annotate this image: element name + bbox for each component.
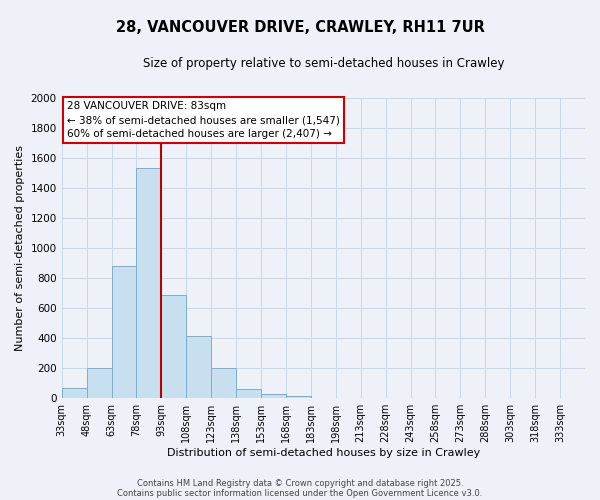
Bar <box>211 368 236 398</box>
Bar <box>62 388 86 398</box>
Text: 28, VANCOUVER DRIVE, CRAWLEY, RH11 7UR: 28, VANCOUVER DRIVE, CRAWLEY, RH11 7UR <box>116 20 484 35</box>
Bar <box>261 394 286 398</box>
Text: 28 VANCOUVER DRIVE: 83sqm
← 38% of semi-detached houses are smaller (1,547)
60% : 28 VANCOUVER DRIVE: 83sqm ← 38% of semi-… <box>67 101 340 139</box>
Y-axis label: Number of semi-detached properties: Number of semi-detached properties <box>15 145 25 351</box>
X-axis label: Distribution of semi-detached houses by size in Crawley: Distribution of semi-detached houses by … <box>167 448 480 458</box>
Bar <box>86 368 112 398</box>
Bar <box>136 168 161 398</box>
Bar <box>161 295 186 398</box>
Bar <box>186 336 211 398</box>
Title: Size of property relative to semi-detached houses in Crawley: Size of property relative to semi-detach… <box>143 58 504 70</box>
Text: Contains HM Land Registry data © Crown copyright and database right 2025.: Contains HM Land Registry data © Crown c… <box>137 478 463 488</box>
Bar <box>112 266 136 398</box>
Text: Contains public sector information licensed under the Open Government Licence v3: Contains public sector information licen… <box>118 488 482 498</box>
Bar <box>286 396 311 398</box>
Bar <box>236 390 261 398</box>
